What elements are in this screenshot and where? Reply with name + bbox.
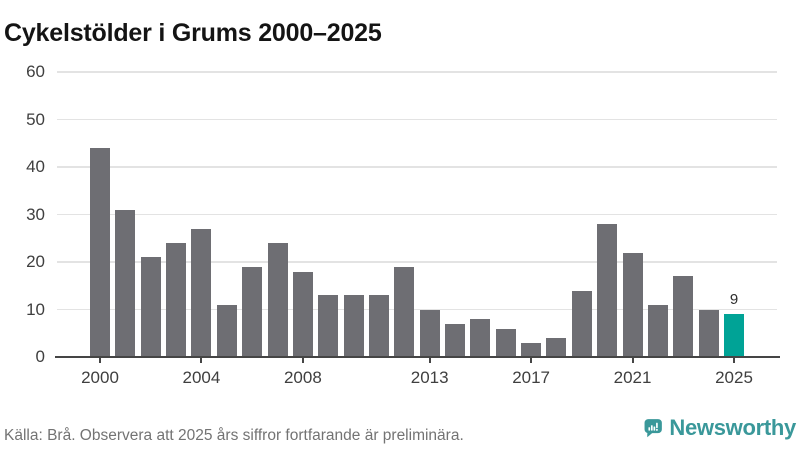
y-axis-label: 40 xyxy=(26,157,45,176)
gridline-50 xyxy=(57,118,777,121)
bar-2003 xyxy=(166,243,187,357)
gridline-20 xyxy=(57,261,777,263)
newsworthy-logo[interactable]: Newsworthy xyxy=(644,409,796,447)
x-axis-label: 2004 xyxy=(182,368,221,387)
bar-2001 xyxy=(115,209,136,357)
x-axis-label: 2021 xyxy=(613,368,652,387)
bar-2017 xyxy=(521,342,542,357)
y-axis-label: 20 xyxy=(26,252,45,271)
gridline-30 xyxy=(57,213,777,216)
gridline-40 xyxy=(57,166,777,168)
bar-2010 xyxy=(343,295,364,357)
bar-2002 xyxy=(140,257,161,357)
bar-2024 xyxy=(698,309,719,357)
x-axis-label: 2000 xyxy=(81,368,119,387)
x-axis-tick xyxy=(301,358,304,363)
bar-2009 xyxy=(318,295,339,357)
source-note: Källa: Brå. Observera att 2025 års siffr… xyxy=(4,427,464,444)
x-axis-label: 2017 xyxy=(512,368,551,387)
bar-2011 xyxy=(368,295,389,357)
newsworthy-wordmark: Newsworthy xyxy=(669,415,796,440)
y-axis-label: 0 xyxy=(35,347,45,366)
bar-value-label: 9 xyxy=(729,291,739,309)
y-axis-label: 30 xyxy=(26,204,45,224)
bar-2005 xyxy=(216,304,237,357)
x-axis-label: 2008 xyxy=(283,368,322,387)
bar-2019 xyxy=(571,290,592,357)
bar-2000 xyxy=(90,148,110,357)
bar-2015 xyxy=(470,319,491,357)
bar-2014 xyxy=(445,323,466,357)
newsworthy-icon xyxy=(644,419,662,438)
bar-2013 xyxy=(419,309,440,357)
x-axis-tick xyxy=(530,358,533,363)
bar-2006 xyxy=(242,266,263,357)
x-axis-tick xyxy=(99,358,101,363)
bar-2023 xyxy=(673,276,694,357)
bar-2008 xyxy=(292,271,313,357)
x-axis-label: 2013 xyxy=(410,368,449,387)
chart-title: Cykelstölder i Grums 2000–2025 xyxy=(4,18,382,47)
y-axis-label: 50 xyxy=(26,109,45,129)
x-axis-label: 2025 xyxy=(715,368,753,387)
gridline-10 xyxy=(57,308,777,311)
x-axis-tick xyxy=(428,358,431,363)
bar-2022 xyxy=(647,304,668,357)
bar-2016 xyxy=(495,328,516,357)
bar-2012 xyxy=(394,266,415,357)
x-axis-tick xyxy=(200,358,203,363)
x-axis-line xyxy=(55,356,780,358)
bar-2004 xyxy=(191,228,212,357)
bar-2007 xyxy=(267,243,288,357)
bar-2025 xyxy=(724,314,744,357)
x-axis-tick xyxy=(733,358,735,363)
bar-2018 xyxy=(546,338,567,357)
bar-2020 xyxy=(597,224,618,357)
bar-2021 xyxy=(622,252,643,357)
y-axis-label: 10 xyxy=(26,299,45,319)
x-axis-tick xyxy=(631,358,634,363)
gridline-60 xyxy=(57,71,777,73)
y-axis-label: 60 xyxy=(26,62,45,81)
